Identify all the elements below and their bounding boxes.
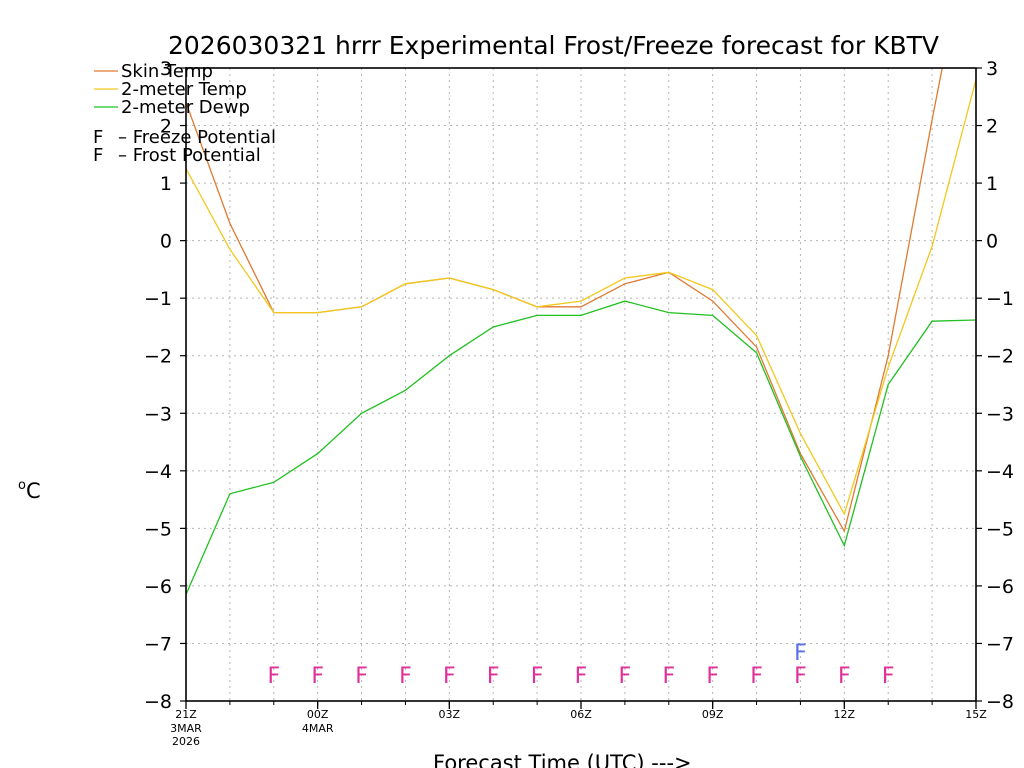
freeze-potential-mark: F <box>355 664 368 689</box>
potential-marks: F F F F F F F F F F F F F F FF <box>267 641 894 689</box>
y-axis-left: 3 2 1 0 −1 −2 −3 −4 −5 −6 −7 −8 <box>144 58 186 713</box>
freeze-potential-mark: F <box>838 664 851 689</box>
y-tick-label-right: −8 <box>986 691 1014 713</box>
legend-label: – Frost Potential <box>118 145 261 166</box>
y-tick-label-left: −8 <box>144 691 172 713</box>
y-tick-label-right: −1 <box>986 288 1014 310</box>
freeze-potential-mark: F <box>311 664 324 689</box>
freeze-potential-mark: F <box>706 664 719 689</box>
freeze-potential-mark: F <box>531 664 544 689</box>
y-tick-label-right: 1 <box>986 173 998 195</box>
freeze-potential-mark: F <box>575 664 588 689</box>
plot-frame <box>185 67 977 702</box>
series-layer <box>186 68 976 595</box>
freeze-potential-mark: F <box>750 664 763 689</box>
x-tick-label: 21Z <box>175 708 197 721</box>
x-tick-label: 15Z <box>965 708 987 721</box>
series-line-2-meter-dewp <box>186 300 976 595</box>
y-tick-label-right: −4 <box>986 461 1014 483</box>
freeze-potential-mark: F <box>662 664 675 689</box>
y-axis-label-degree: o <box>18 478 26 493</box>
legend-label: 2-meter Dewp <box>121 97 250 118</box>
legend-label: 2-meter Temp <box>121 79 247 100</box>
y-tick-label-left: −2 <box>144 346 172 368</box>
freeze-potential-mark: F <box>619 664 632 689</box>
y-tick-label-left: −6 <box>144 576 172 598</box>
x-tick-sublabel: 2026 <box>172 735 200 748</box>
y-tick-label-left: −5 <box>144 518 172 540</box>
y-tick-label-left: 1 <box>160 173 172 195</box>
y-tick-label-right: −3 <box>986 403 1014 425</box>
x-tick-label: 09Z <box>702 708 724 721</box>
y-tick-label-left: 2 <box>160 116 172 138</box>
freeze-potential-mark: F <box>794 664 807 689</box>
series-line-2-meter-temp <box>186 79 976 516</box>
series-clip-group <box>186 68 976 595</box>
x-tick-sublabel: 4MAR <box>302 722 334 735</box>
y-tick-label-left: 3 <box>160 58 172 80</box>
y-tick-label-right: −2 <box>986 346 1014 368</box>
y-tick-label-right: −5 <box>986 518 1014 540</box>
y-tick-label-right: 0 <box>986 231 998 253</box>
frost-potential-mark: F <box>794 641 807 666</box>
x-tick-label: 03Z <box>439 708 461 721</box>
y-tick-label-right: −6 <box>986 576 1014 598</box>
y-tick-label-left: −7 <box>144 633 172 655</box>
y-tick-label-right: 2 <box>986 116 998 138</box>
legend-symbol: F <box>93 127 103 148</box>
y-axis-label-unit: C <box>26 479 41 503</box>
y-tick-label-right: 3 <box>986 58 998 80</box>
y-tick-label-left: −4 <box>144 461 172 483</box>
x-axis-label: Forecast Time (UTC) ---> <box>433 751 692 768</box>
x-tick-sublabel: 3MAR <box>170 722 202 735</box>
chart-title: 2026030321 hrrr Experimental Frost/Freez… <box>168 31 939 60</box>
freeze-potential-mark: F <box>399 664 412 689</box>
y-tick-label-left: 0 <box>160 231 172 253</box>
freeze-potential-mark: F <box>882 664 895 689</box>
freeze-potential-mark: F <box>487 664 500 689</box>
legend-label: – Freeze Potential <box>118 127 276 148</box>
y-tick-label-left: −1 <box>144 288 172 310</box>
x-tick-label: 12Z <box>834 708 856 721</box>
series-line-skin-temp <box>186 68 943 533</box>
x-tick-label: 00Z <box>307 708 329 721</box>
y-tick-label-right: −7 <box>986 633 1014 655</box>
legend-symbol: F <box>93 145 103 166</box>
x-tick-label: 06Z <box>570 708 592 721</box>
y-axis-right: 3 2 1 0 −1 −2 −3 −4 −5 −6 −7 −8 <box>976 58 1014 713</box>
legend-label: Skin Temp <box>121 61 213 82</box>
y-axis-label: oC <box>18 478 41 503</box>
y-tick-label-left: −3 <box>144 403 172 425</box>
freeze-potential-mark: F <box>443 664 456 689</box>
freeze-potential-mark: F <box>267 664 280 689</box>
grid-lines <box>186 68 976 701</box>
